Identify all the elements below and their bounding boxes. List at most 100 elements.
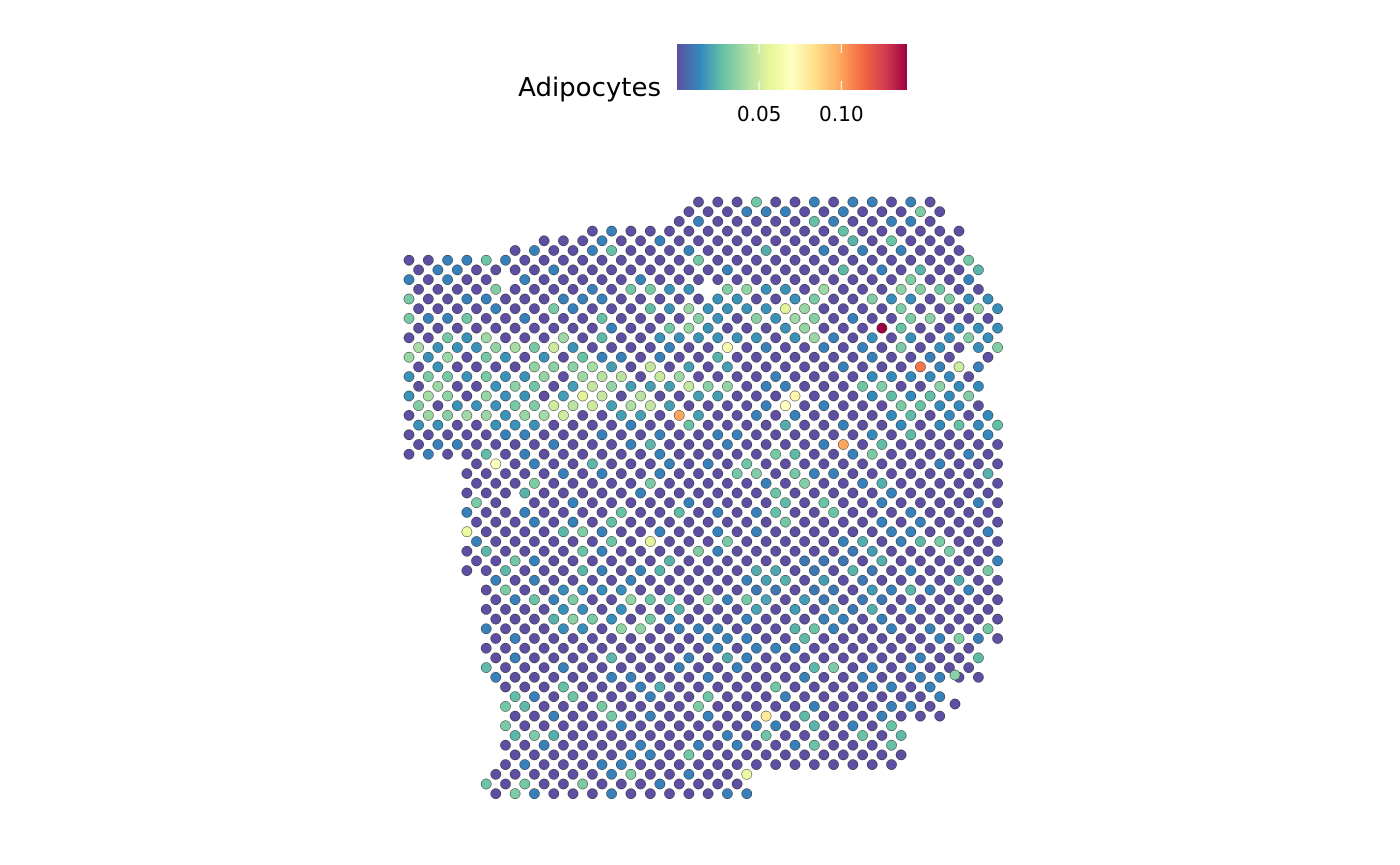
spot: [480, 565, 492, 576]
spot: [471, 555, 482, 567]
spot: [847, 274, 859, 285]
spot: [500, 739, 511, 751]
spot: [953, 245, 965, 256]
spot: [442, 390, 453, 402]
spot: [876, 633, 888, 644]
spot: [702, 633, 714, 644]
spot: [770, 410, 782, 421]
spot: [799, 574, 810, 586]
spot: [644, 691, 656, 703]
spot: [567, 361, 579, 373]
spot: [615, 332, 627, 344]
spot: [982, 410, 994, 421]
spot: [944, 526, 955, 538]
spot: [577, 293, 589, 305]
spot: [471, 419, 482, 431]
spot: [644, 400, 656, 412]
spot: [635, 254, 646, 266]
spot: [963, 371, 975, 382]
spot: [924, 642, 936, 654]
spot: [693, 681, 704, 693]
spot: [741, 730, 753, 741]
spot: [635, 584, 646, 596]
spot: [876, 245, 888, 256]
spot: [818, 419, 830, 431]
spot: [818, 749, 830, 761]
spot: [596, 254, 608, 266]
spot: [519, 274, 531, 285]
spot: [635, 623, 646, 635]
spot: [673, 448, 685, 460]
spot: [558, 604, 569, 615]
spot: [615, 507, 627, 518]
spot: [461, 390, 473, 402]
spot: [799, 400, 810, 412]
spot: [847, 526, 859, 538]
spot: [461, 545, 473, 557]
spot: [780, 477, 791, 489]
spot: [577, 565, 589, 576]
spot: [915, 574, 926, 586]
spot: [702, 652, 714, 664]
spot: [606, 691, 617, 703]
spot: [480, 662, 492, 673]
spot: [683, 225, 695, 237]
spot: [982, 604, 994, 615]
spot: [683, 497, 695, 509]
spot: [596, 351, 608, 363]
spot: [953, 322, 965, 334]
spot: [577, 313, 589, 324]
spot: [799, 613, 810, 625]
spot: [808, 371, 820, 382]
spot: [857, 652, 868, 664]
spot: [693, 604, 704, 615]
spot: [461, 371, 473, 382]
spot: [963, 390, 975, 402]
spot: [702, 516, 714, 528]
spot: [644, 516, 656, 528]
spot: [625, 303, 637, 315]
spot: [731, 254, 743, 266]
spot: [509, 458, 521, 470]
spot: [615, 487, 627, 499]
spot: [828, 642, 839, 654]
spot: [905, 604, 917, 615]
spot: [780, 458, 791, 470]
spot: [519, 642, 531, 654]
spot: [519, 759, 531, 770]
spot: [403, 332, 415, 344]
spot: [741, 400, 753, 412]
spot: [509, 749, 521, 761]
spot: [654, 448, 666, 460]
spot: [587, 671, 598, 683]
spot: [915, 439, 926, 450]
spot: [722, 652, 733, 664]
spot: [480, 778, 492, 790]
spot: [847, 507, 859, 518]
spot: [558, 293, 569, 305]
spot: [808, 739, 820, 751]
spot: [731, 662, 743, 673]
spot: [596, 545, 608, 557]
spot: [693, 739, 704, 751]
spot: [577, 642, 589, 654]
spot: [422, 332, 434, 344]
spot: [702, 225, 714, 237]
spot: [924, 565, 936, 576]
spot: [712, 235, 724, 247]
spot: [490, 516, 502, 528]
spot: [828, 293, 839, 305]
spot: [577, 254, 589, 266]
spot: [751, 429, 762, 441]
spot: [683, 458, 695, 470]
spot: [509, 322, 521, 334]
spot: [664, 361, 675, 373]
spot: [895, 439, 907, 450]
spot: [780, 633, 791, 644]
spot: [886, 545, 897, 557]
spot: [432, 400, 444, 412]
spot: [751, 526, 762, 538]
spot: [673, 410, 685, 421]
spot: [538, 332, 550, 344]
spot: [615, 701, 627, 712]
